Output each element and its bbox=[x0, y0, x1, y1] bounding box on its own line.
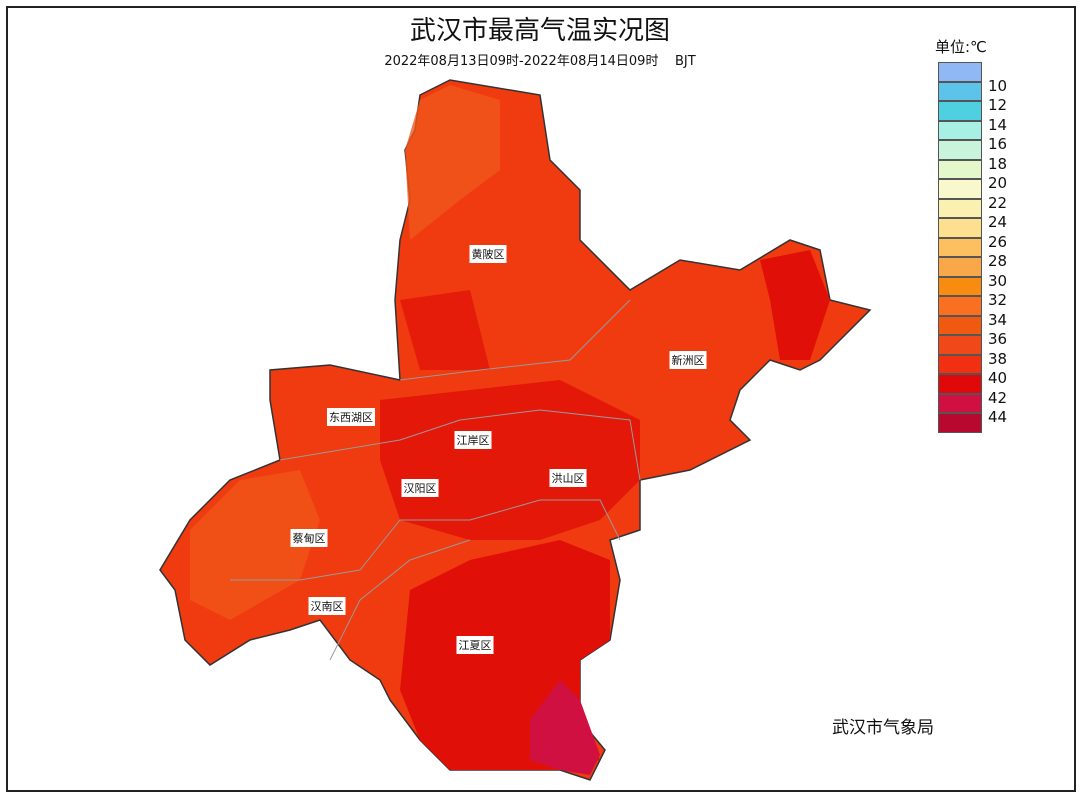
district-boundary bbox=[329, 539, 471, 661]
district-label: 黄陂区 bbox=[469, 245, 507, 263]
legend-label: 12 bbox=[988, 96, 1008, 114]
legend-swatch bbox=[938, 315, 982, 335]
legend-swatch bbox=[938, 140, 982, 160]
legend-label: 44 bbox=[988, 408, 1008, 426]
frame bbox=[6, 6, 1076, 792]
legend-label: 16 bbox=[988, 135, 1008, 153]
legend-swatch bbox=[938, 179, 982, 199]
legend-swatch bbox=[938, 335, 982, 355]
legend-swatch bbox=[938, 413, 982, 433]
district-label: 东西湖区 bbox=[327, 408, 375, 426]
district-boundary bbox=[279, 409, 641, 481]
hot-zone-center bbox=[380, 380, 640, 540]
legend-label: 30 bbox=[988, 271, 1008, 290]
legend-swatch bbox=[938, 120, 982, 140]
legend-label: 20 bbox=[988, 174, 1008, 192]
district-boundary bbox=[230, 499, 621, 581]
legend-label: 10 bbox=[988, 76, 1008, 95]
legend-label: 36 bbox=[988, 330, 1008, 348]
legend-swatch bbox=[938, 393, 982, 413]
district-label: 汉南区 bbox=[308, 597, 346, 615]
legend-swatch bbox=[938, 237, 982, 257]
legend-swatch bbox=[938, 198, 982, 218]
legend-swatch bbox=[938, 257, 982, 277]
legend-label: 38 bbox=[988, 349, 1008, 368]
legend-swatch bbox=[938, 374, 982, 394]
title: 武汉市最高气温实况图 bbox=[409, 16, 670, 46]
district-label: 汉阳区 bbox=[401, 479, 439, 497]
legend-swatch bbox=[938, 276, 982, 296]
hot-zone-east bbox=[760, 250, 830, 360]
legend-label: 22 bbox=[988, 193, 1008, 212]
district-label: 江岸区 bbox=[454, 431, 492, 449]
district-label: 洪山区 bbox=[549, 469, 587, 487]
hot-zone-north bbox=[400, 290, 490, 370]
legend-label: 42 bbox=[988, 388, 1008, 407]
legend-swatch bbox=[938, 296, 982, 316]
extreme-zone bbox=[530, 680, 600, 775]
legend-label: 24 bbox=[988, 213, 1008, 231]
legend-swatch bbox=[938, 354, 982, 374]
district-boundary bbox=[399, 299, 631, 381]
legend-unit: 单位:℃ bbox=[935, 38, 987, 56]
legend-label: 28 bbox=[988, 252, 1008, 270]
legend-label: 32 bbox=[988, 291, 1008, 309]
legend-swatch bbox=[938, 218, 982, 238]
subtitle: 2022年08月13日09时-2022年08月14日09时 BJT bbox=[384, 54, 696, 69]
agency: 武汉市气象局 bbox=[832, 718, 934, 738]
legend-label: 34 bbox=[988, 310, 1008, 329]
legend-label: 18 bbox=[988, 154, 1008, 173]
legend-swatch bbox=[938, 81, 982, 101]
legend-swatch bbox=[938, 101, 982, 121]
district-label: 江夏区 bbox=[456, 636, 494, 654]
legend-swatch bbox=[938, 62, 982, 82]
cooler-zone-north bbox=[405, 85, 500, 240]
legend-label: 26 bbox=[988, 232, 1008, 251]
legend-label: 40 bbox=[988, 369, 1008, 387]
district-label: 新洲区 bbox=[669, 351, 707, 369]
legend-label: 14 bbox=[988, 115, 1008, 134]
cooler-zone-west bbox=[190, 470, 320, 620]
legend-swatch bbox=[938, 159, 982, 179]
district-label: 蔡甸区 bbox=[290, 529, 328, 547]
